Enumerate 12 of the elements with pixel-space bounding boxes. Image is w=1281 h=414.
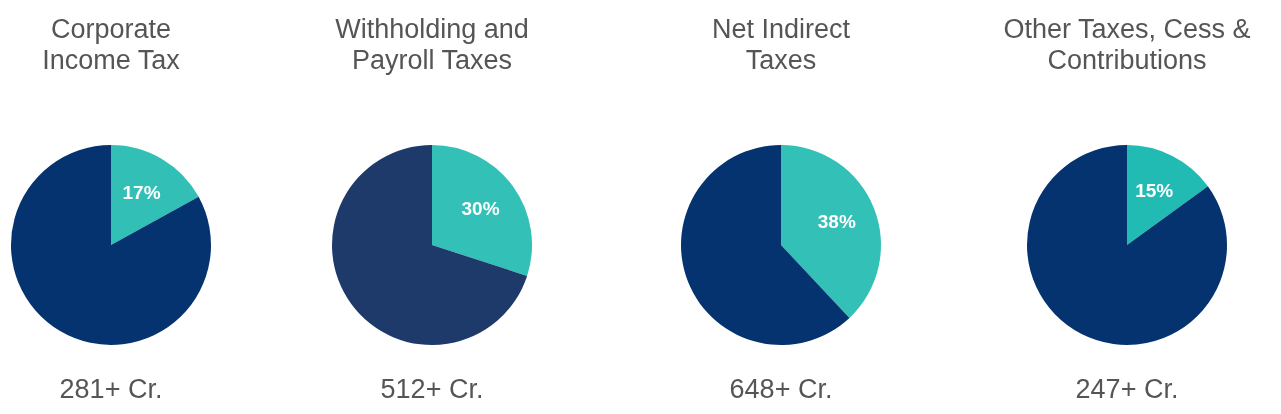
data-label: 30% [461, 197, 500, 219]
text: 648+ Cr. [728, 374, 834, 405]
chart-title: Net Indirect Taxes [710, 14, 852, 76]
text: 247+ Cr. [1074, 374, 1180, 405]
text: 281+ Cr. [58, 374, 164, 405]
data-label: 38% [817, 211, 856, 233]
data-label: 17% [122, 181, 161, 203]
chart-title: Other Taxes, Cess & Contributions [1002, 14, 1252, 76]
data-label: 15% [1135, 179, 1174, 201]
chart-title: Corporate Income Tax [41, 14, 181, 76]
chart-title: Withholding and Payroll Taxes [334, 14, 530, 76]
text: 512+ Cr. [379, 374, 485, 405]
